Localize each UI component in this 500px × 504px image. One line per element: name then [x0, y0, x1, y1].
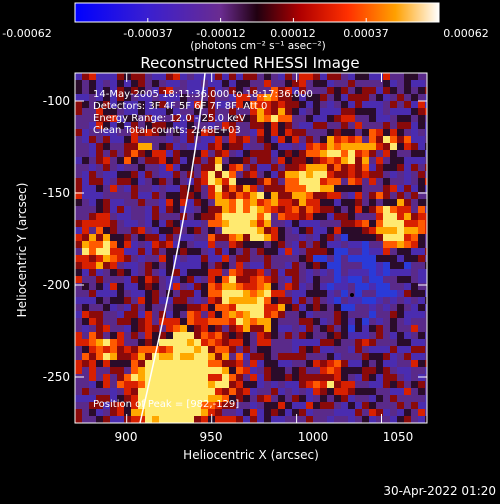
colorbar-tick-label: -0.00037	[123, 27, 172, 40]
colorbar	[74, 2, 440, 23]
colorbar-tick-label: -0.00062	[2, 27, 51, 40]
y-axis-ticks	[75, 100, 427, 378]
plot-frame	[74, 72, 428, 424]
solar-limb-curve	[139, 73, 206, 423]
colorbar-tick-label: 0.00012	[270, 27, 316, 40]
annotation-peak: Position of Peak = [982,-129]	[93, 399, 239, 410]
x-tick-label: 1050	[383, 430, 414, 444]
x-axis-ticks	[126, 73, 382, 423]
x-tick-label: 1000	[298, 430, 329, 444]
heatmap	[75, 73, 427, 423]
annotation-time: 14-May-2005 18:11:36.000 to 18:17:36.000	[93, 89, 313, 100]
peak-marker	[350, 293, 354, 297]
x-tick-label: 950	[200, 430, 223, 444]
y-tick-label: -250	[43, 370, 70, 384]
annotation-detectors: Detectors: 3F 4F 5F 6F 7F 8F, Att 0	[93, 101, 267, 112]
y-tick-label: -100	[43, 94, 70, 108]
colorbar-tick-label: 0.00037	[343, 27, 389, 40]
x-tick-label: 900	[115, 430, 138, 444]
colorbar-units: (photons cm⁻² s⁻¹ asec⁻²)	[190, 40, 325, 52]
y-axis-label: Heliocentric Y (arcsec)	[15, 183, 29, 318]
x-axis-label: Heliocentric X (arcsec)	[183, 448, 319, 462]
colorbar-ticks	[74, 18, 440, 22]
y-tick-label: -150	[43, 186, 70, 200]
colorbar-tick-label: -0.00012	[196, 27, 245, 40]
colorbar-tick-label: 0.00062	[443, 27, 489, 40]
annotation-energy: Energy Range: 12.0 - 25.0 keV	[93, 113, 246, 124]
plot-title: Reconstructed RHESSI Image	[140, 54, 359, 72]
timestamp: 30-Apr-2022 01:20	[383, 484, 496, 498]
y-tick-label: -200	[43, 278, 70, 292]
annotation-clean: Clean Total counts: 2.48E+03	[93, 125, 241, 136]
